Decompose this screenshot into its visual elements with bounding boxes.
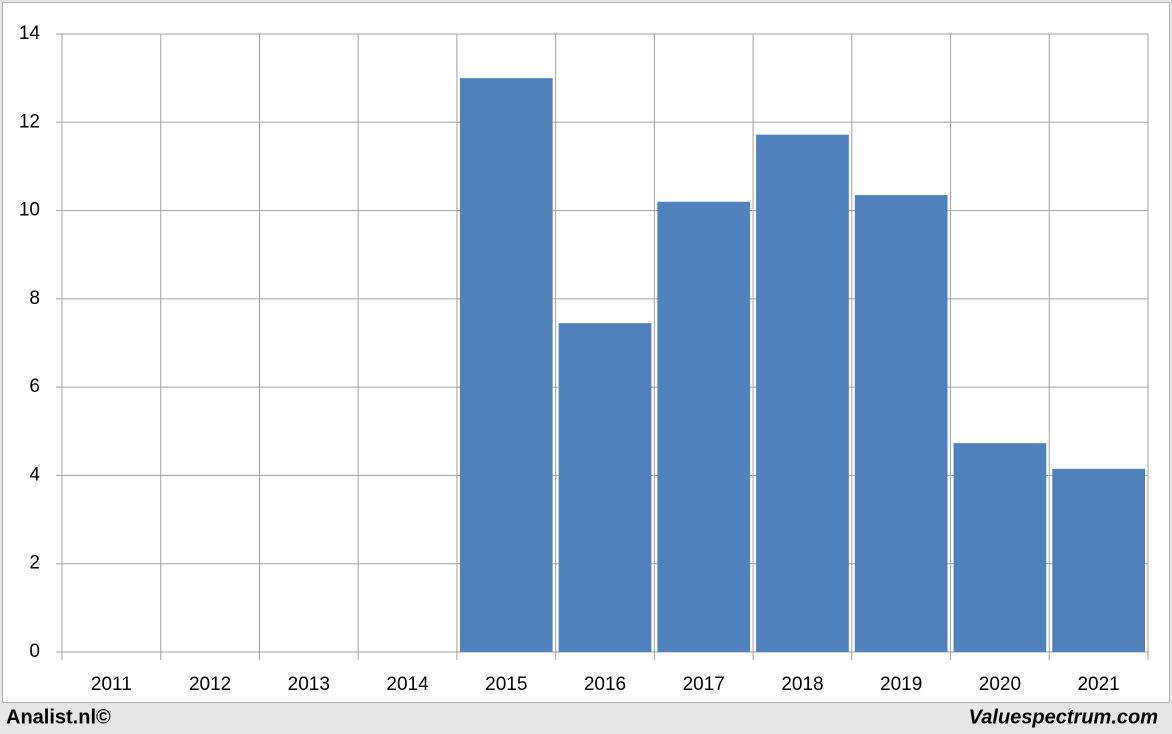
x-tick-label: 2018 xyxy=(781,674,823,695)
bar xyxy=(459,78,553,652)
y-tick-label: 0 xyxy=(29,641,40,662)
x-tick-label: 2013 xyxy=(288,674,330,695)
bar xyxy=(1052,468,1145,652)
y-tick-label: 4 xyxy=(29,464,40,485)
x-tick-label: 2016 xyxy=(584,674,626,695)
x-tick-label: 2011 xyxy=(91,674,132,695)
x-tick-label: 2014 xyxy=(386,674,429,695)
x-tick-label: 2017 xyxy=(683,674,725,695)
y-tick-label: 10 xyxy=(19,200,40,221)
x-tick-label: 2019 xyxy=(880,674,922,695)
bar xyxy=(953,443,1047,652)
footer-right: Valuespectrum.com xyxy=(969,706,1158,728)
x-tick-label: 2012 xyxy=(189,674,231,695)
footer-left: Analist.nl© xyxy=(6,706,111,728)
bar xyxy=(657,201,751,652)
x-tick-label: 2021 xyxy=(1077,674,1119,695)
x-tick-label: 2020 xyxy=(979,674,1021,695)
y-tick-label: 6 xyxy=(29,376,40,397)
bar xyxy=(558,323,652,652)
bar xyxy=(854,195,948,652)
y-tick-label: 14 xyxy=(19,23,41,44)
y-tick-label: 2 xyxy=(29,553,40,574)
x-tick-label: 2015 xyxy=(485,674,527,695)
bar xyxy=(756,134,849,652)
y-tick-label: 12 xyxy=(19,111,40,132)
y-tick-label: 8 xyxy=(29,288,40,309)
